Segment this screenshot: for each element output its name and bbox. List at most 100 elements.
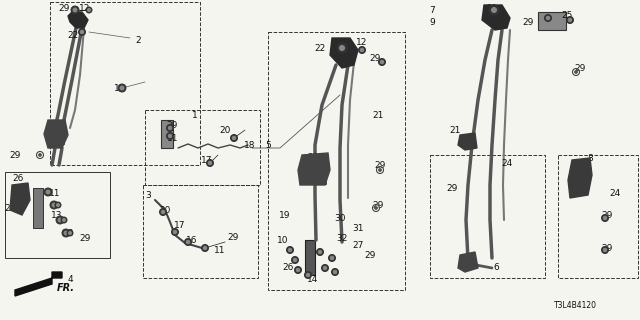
Circle shape (52, 203, 56, 207)
Text: 16: 16 (186, 236, 198, 244)
Circle shape (62, 229, 70, 237)
Polygon shape (68, 12, 88, 28)
Polygon shape (482, 5, 510, 30)
Circle shape (604, 216, 607, 220)
Text: 14: 14 (307, 276, 319, 284)
Text: 29: 29 (227, 233, 239, 242)
Circle shape (56, 204, 60, 206)
Circle shape (168, 126, 172, 130)
Text: 6: 6 (493, 263, 499, 273)
Polygon shape (458, 252, 478, 272)
Text: 29: 29 (58, 4, 70, 12)
Bar (50, 2, 200, 165)
Circle shape (492, 7, 497, 12)
Text: 18: 18 (115, 84, 125, 92)
Bar (52, 124, 62, 144)
Circle shape (56, 216, 64, 224)
Circle shape (333, 270, 337, 274)
Circle shape (63, 219, 65, 221)
Text: 21: 21 (52, 125, 64, 134)
Text: 11: 11 (49, 188, 61, 197)
Circle shape (317, 249, 323, 255)
Circle shape (339, 45, 344, 51)
Circle shape (288, 248, 292, 252)
Circle shape (186, 240, 189, 244)
Text: 21: 21 (486, 4, 498, 12)
Text: 30: 30 (334, 213, 346, 222)
Circle shape (328, 254, 335, 261)
Text: 31: 31 (352, 223, 364, 233)
Polygon shape (298, 153, 330, 185)
Circle shape (307, 273, 310, 277)
Text: 12: 12 (79, 4, 91, 12)
Text: 11: 11 (214, 245, 226, 254)
Circle shape (61, 217, 67, 223)
Circle shape (173, 230, 177, 234)
Text: 17: 17 (174, 220, 186, 229)
Bar (305, 240, 315, 275)
Text: 8: 8 (587, 154, 593, 163)
Text: 3: 3 (145, 190, 151, 199)
Text: 21: 21 (372, 110, 384, 119)
Text: 12: 12 (356, 37, 368, 46)
Circle shape (568, 18, 572, 22)
Circle shape (55, 202, 61, 208)
Text: 28: 28 (62, 228, 74, 237)
Circle shape (374, 207, 378, 209)
Circle shape (323, 266, 327, 270)
Circle shape (604, 248, 607, 252)
Circle shape (380, 60, 384, 64)
Circle shape (294, 267, 301, 274)
Text: 29: 29 (79, 234, 91, 243)
Text: 5: 5 (265, 140, 271, 149)
Polygon shape (15, 272, 62, 296)
Text: 10: 10 (277, 236, 289, 244)
Text: 1: 1 (192, 110, 198, 119)
Circle shape (64, 231, 68, 235)
Text: 19: 19 (279, 211, 291, 220)
Circle shape (287, 246, 294, 253)
Text: FR.: FR. (57, 283, 75, 293)
Text: 29: 29 (602, 244, 612, 252)
Text: 21: 21 (307, 153, 319, 162)
Text: 22: 22 (314, 44, 326, 52)
Circle shape (166, 132, 173, 140)
Text: 20: 20 (159, 205, 171, 214)
Text: 2: 2 (135, 36, 141, 44)
Polygon shape (10, 183, 30, 215)
Text: 21: 21 (449, 125, 461, 134)
Bar (33, 188, 43, 228)
Circle shape (166, 124, 173, 132)
Bar (304, 158, 326, 184)
Bar (50, 122, 64, 144)
Text: 29: 29 (166, 121, 178, 130)
Circle shape (118, 84, 126, 92)
Text: 29: 29 (369, 53, 381, 62)
Circle shape (489, 5, 499, 15)
Text: 29: 29 (374, 161, 386, 170)
Circle shape (378, 59, 385, 66)
Text: 11: 11 (167, 133, 179, 142)
Circle shape (360, 48, 364, 52)
Circle shape (184, 238, 191, 245)
Text: 24: 24 (609, 188, 621, 197)
Bar (5, 172, 110, 258)
Polygon shape (330, 38, 358, 68)
Text: 4: 4 (67, 276, 73, 284)
Bar (143, 185, 258, 278)
Bar (558, 155, 638, 278)
Circle shape (67, 230, 73, 236)
Circle shape (204, 246, 207, 250)
Circle shape (80, 30, 84, 34)
Circle shape (321, 265, 328, 271)
Circle shape (120, 86, 124, 90)
Bar (145, 110, 260, 185)
Text: 20: 20 (220, 125, 230, 134)
Circle shape (71, 6, 79, 14)
Circle shape (358, 46, 365, 53)
Circle shape (79, 28, 86, 36)
Text: 29: 29 (446, 183, 458, 193)
Circle shape (73, 8, 77, 12)
Circle shape (172, 228, 179, 236)
Text: 18: 18 (244, 140, 256, 149)
